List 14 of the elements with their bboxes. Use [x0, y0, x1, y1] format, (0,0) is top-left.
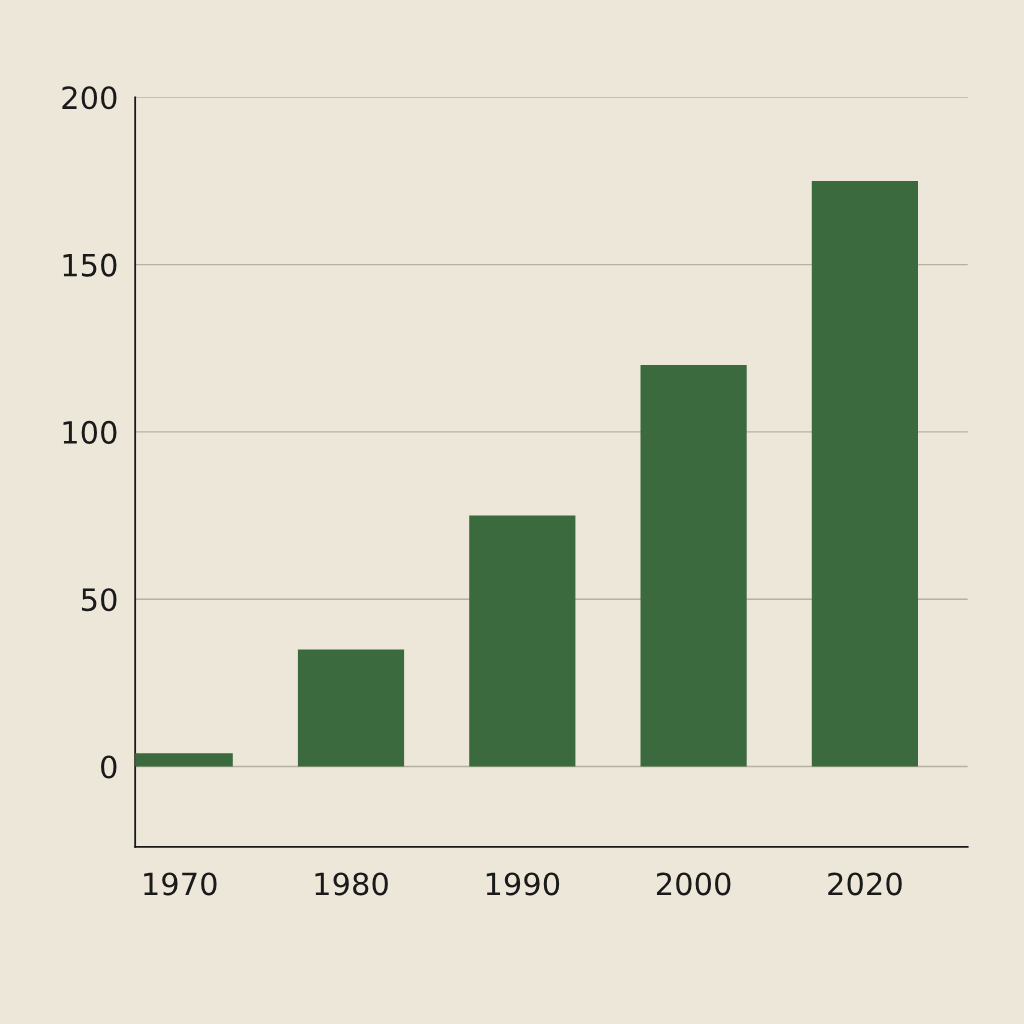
y-tick-label: 150 — [63, 253, 117, 277]
bar — [469, 515, 576, 767]
x-tick-label: 2000 — [656, 872, 731, 896]
x-tick-label: 1990 — [486, 872, 560, 896]
x-tick-label: 1970 — [144, 872, 217, 896]
y-tick-label: 200 — [62, 86, 117, 110]
x-tick-label: 2020 — [828, 872, 902, 896]
y-tick-label: 100 — [63, 420, 117, 444]
y-tick-label: 50 — [81, 588, 117, 612]
x-tick-label: 1980 — [315, 872, 388, 896]
bar — [640, 364, 747, 767]
bar — [811, 180, 918, 767]
y-tick-label: 0 — [101, 755, 117, 779]
bar — [297, 649, 405, 767]
